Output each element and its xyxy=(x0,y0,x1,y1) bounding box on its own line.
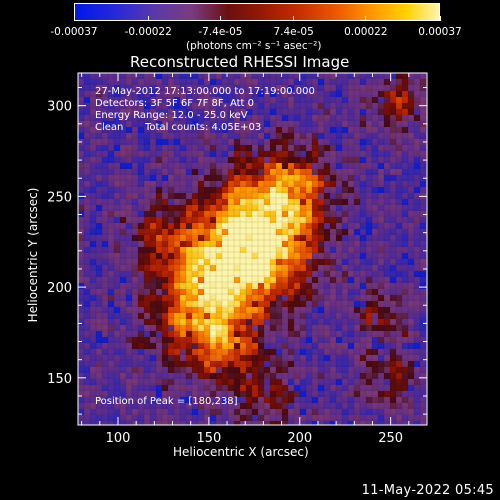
colorbar-tick-label: 0.00022 xyxy=(344,26,388,38)
colorbar-tick-mark xyxy=(365,16,367,21)
annotation-total-counts: Total counts: 4.05E+03 xyxy=(145,122,262,133)
y-tick-label: 150 xyxy=(47,372,72,387)
annotation-energy-range: Energy Range: 12.0 - 25.0 keV xyxy=(95,110,248,121)
annotation-time-range: 27-May-2012 17:13:00.000 to 17:19:00.000 xyxy=(95,86,315,97)
colorbar-tick-label: -0.00037 xyxy=(50,26,98,38)
x-tick-label: 250 xyxy=(378,431,403,446)
colorbar xyxy=(74,3,440,21)
colorbar-tick-mark xyxy=(73,16,75,21)
x-tick-label: 100 xyxy=(106,431,131,446)
colorbar-tick-label: 0.00037 xyxy=(418,26,462,38)
annotation-detectors: Detectors: 3F 5F 6F 7F 8F, Att 0 xyxy=(95,98,255,109)
y-tick-label: 250 xyxy=(47,190,72,205)
plot-frame xyxy=(77,72,428,426)
colorbar-tick-mark xyxy=(293,16,295,21)
colorbar-tick-label: 7.4e-05 xyxy=(273,26,314,38)
plot-axes: 100 150 200 250 150 200 250 300 xyxy=(47,72,428,446)
y-tick-label: 200 xyxy=(47,281,72,296)
chart-title: Reconstructed RHESSI Image xyxy=(130,53,350,71)
heatmap-pixel-grid xyxy=(78,73,427,425)
x-tick-label: 200 xyxy=(287,431,312,446)
annotation-method: Clean xyxy=(95,122,124,133)
heatmap-pixels xyxy=(78,73,427,425)
x-tick-label: 150 xyxy=(196,431,221,446)
annotation-peak-position: Position of Peak = [180,238] xyxy=(95,396,238,407)
colorbar-tick-mark xyxy=(439,16,441,21)
colorbar-tick-mark xyxy=(147,16,149,21)
y-tick-label: 300 xyxy=(47,100,72,115)
x-axis-label: Heliocentric X (arcsec) xyxy=(173,445,309,459)
colorbar-tick-label: -7.4e-05 xyxy=(198,26,243,38)
y-axis-label: Heliocentric Y (arcsec) xyxy=(26,187,40,323)
colorbar-unit-label: (photons cm⁻² s⁻¹ asec⁻²) xyxy=(186,40,322,52)
render-timestamp: 11-May-2022 05:45 xyxy=(361,483,494,498)
colorbar-tick-label: -0.00022 xyxy=(124,26,172,38)
colorbar-gradient xyxy=(75,4,439,20)
colorbar-tick-mark xyxy=(219,16,221,21)
